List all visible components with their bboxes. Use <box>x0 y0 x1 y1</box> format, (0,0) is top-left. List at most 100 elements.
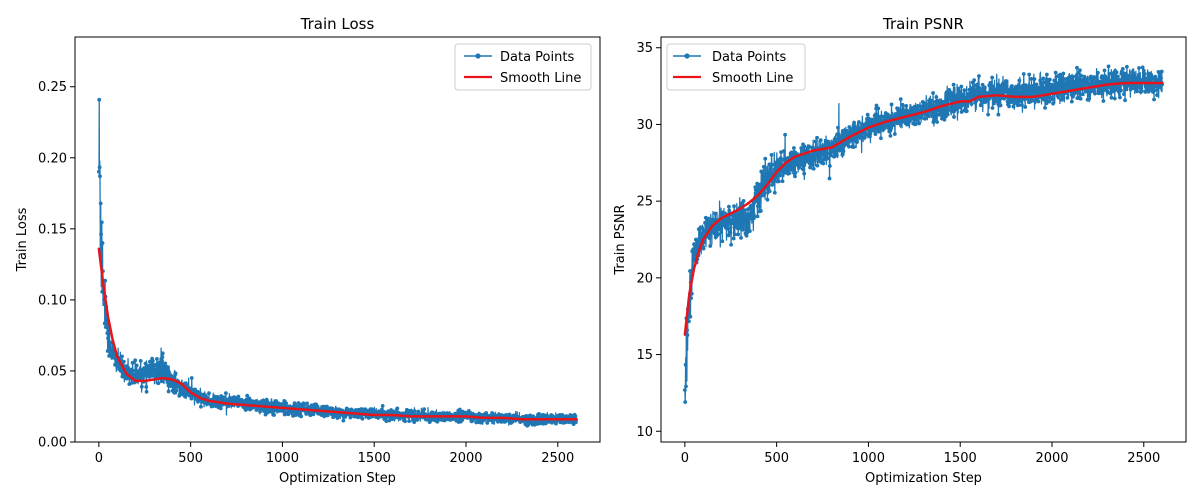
data-point <box>107 353 112 358</box>
data-point <box>888 134 893 138</box>
data-point <box>157 373 161 378</box>
data-point <box>1101 88 1105 93</box>
data-point <box>1087 91 1092 96</box>
data-point <box>840 129 845 133</box>
data-point <box>917 121 921 126</box>
data-point <box>1014 84 1018 89</box>
data-point <box>1069 99 1074 104</box>
data-point <box>1023 105 1028 109</box>
data-point <box>1100 74 1104 79</box>
data-point <box>468 410 472 415</box>
data-point <box>835 132 840 137</box>
data-point <box>138 374 142 378</box>
data-point <box>926 114 930 119</box>
data-point <box>1080 92 1085 97</box>
data-point <box>1121 76 1126 81</box>
data-point <box>223 391 228 396</box>
data-point <box>763 156 768 161</box>
data-point <box>876 129 881 134</box>
mark-group <box>682 64 1165 404</box>
y-axis-label: Train PSNR <box>613 204 628 275</box>
data-point <box>698 225 703 230</box>
data-point <box>736 211 741 216</box>
data-point <box>685 333 690 338</box>
x-tick-label: 2500 <box>541 451 574 466</box>
data-point <box>1044 72 1049 77</box>
data-point <box>1105 77 1110 81</box>
data-point <box>150 373 155 378</box>
data-point <box>460 418 465 422</box>
data-point <box>1078 96 1083 101</box>
data-point <box>856 120 861 124</box>
data-point <box>682 388 687 392</box>
data-point <box>936 102 941 107</box>
data-point <box>959 110 964 114</box>
data-point <box>687 319 691 324</box>
plot-area-frame <box>74 36 601 443</box>
data-point <box>979 90 984 94</box>
data-point <box>153 367 158 372</box>
data-point <box>812 157 816 162</box>
chart-title: Train Loss <box>300 15 375 33</box>
data-point <box>254 399 258 404</box>
legend-label-smooth-line: Smooth Line <box>500 71 581 86</box>
y-tick-label: 0.15 <box>38 222 67 237</box>
data-point <box>718 213 723 218</box>
data-point <box>883 126 887 130</box>
data-point <box>537 411 541 416</box>
data-point <box>778 173 782 178</box>
data-point <box>889 102 894 107</box>
data-point <box>825 156 830 161</box>
data-point <box>708 244 713 248</box>
data-point <box>1149 76 1154 81</box>
data-point <box>376 415 381 420</box>
data-point <box>143 361 148 366</box>
data-point <box>1101 99 1106 103</box>
data-point <box>726 226 731 231</box>
data-point <box>719 230 724 234</box>
data-point <box>772 190 777 195</box>
data-point <box>160 355 165 359</box>
data-point <box>484 411 489 415</box>
data-point <box>960 103 964 108</box>
data-point <box>959 84 964 89</box>
data-point <box>780 179 785 184</box>
data-point <box>1108 91 1113 96</box>
y-tick-label: 0.25 <box>38 80 67 95</box>
data-point <box>485 420 490 425</box>
data-point <box>409 409 414 413</box>
data-point <box>474 420 479 425</box>
data-point <box>863 131 868 136</box>
x-tick-label: 2000 <box>1035 451 1068 466</box>
x-tick-label: 0 <box>681 451 689 466</box>
data-point <box>707 236 712 241</box>
data-point <box>878 114 883 119</box>
data-point <box>742 216 747 221</box>
data-point <box>1005 87 1010 92</box>
data-point <box>929 98 934 103</box>
data-point <box>1060 94 1065 99</box>
data-point <box>422 407 427 412</box>
data-point <box>862 135 867 140</box>
data-point <box>1043 105 1047 110</box>
data-point <box>1047 99 1052 104</box>
data-point <box>831 150 836 154</box>
data-point <box>1082 74 1087 79</box>
data-point <box>1152 97 1156 102</box>
data-point <box>174 388 179 393</box>
data-point <box>802 171 807 176</box>
y-tick-label: 10 <box>636 425 653 440</box>
data-point <box>998 103 1003 108</box>
train-psnr-chart: Train PSNR Optimization Step Train PSNR … <box>613 15 1187 486</box>
data-point <box>930 113 935 118</box>
data-point <box>979 102 984 107</box>
data-point <box>736 232 740 237</box>
data-point <box>1159 76 1163 80</box>
data-point <box>1010 84 1014 88</box>
data-point <box>970 86 975 90</box>
data-point <box>159 379 164 384</box>
data-point <box>1069 81 1073 86</box>
data-point <box>130 360 135 365</box>
data-point <box>100 241 105 245</box>
